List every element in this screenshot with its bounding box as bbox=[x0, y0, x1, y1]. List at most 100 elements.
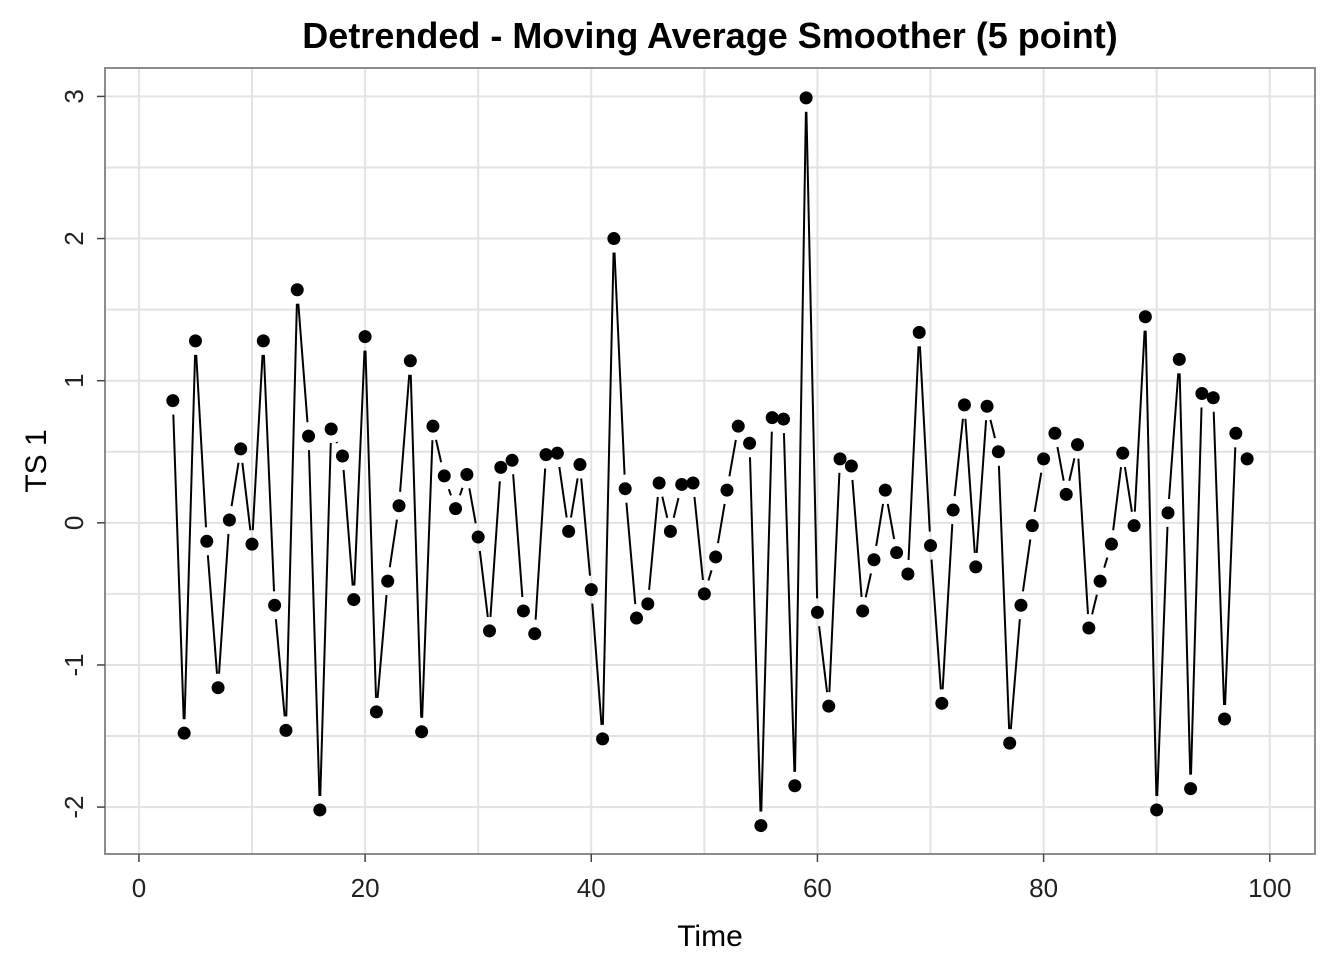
data-point bbox=[415, 725, 429, 739]
data-point bbox=[1014, 598, 1028, 612]
series-segment bbox=[601, 252, 615, 725]
grid-lines bbox=[105, 68, 1315, 854]
data-point bbox=[629, 611, 643, 625]
series-segment bbox=[1224, 447, 1237, 706]
data-point bbox=[1172, 352, 1186, 366]
x-tick-label-60: 60 bbox=[803, 873, 832, 903]
data-point bbox=[765, 411, 779, 425]
data-point bbox=[799, 91, 813, 105]
data-point bbox=[720, 483, 734, 497]
x-tick-label-100: 100 bbox=[1248, 873, 1291, 903]
data-point bbox=[471, 530, 485, 544]
series-segment bbox=[953, 418, 964, 497]
data-point bbox=[1093, 574, 1107, 588]
data-point bbox=[347, 593, 361, 607]
series-segment bbox=[591, 603, 603, 725]
data-point bbox=[833, 452, 847, 466]
series-segment bbox=[975, 420, 988, 553]
data-point bbox=[810, 605, 824, 619]
data-point bbox=[381, 574, 395, 588]
data-point bbox=[200, 534, 214, 548]
series-segment bbox=[534, 468, 547, 620]
y-axis: -2 -1 0 1 2 3 bbox=[59, 89, 105, 819]
data-point bbox=[856, 604, 870, 618]
series-segment bbox=[1112, 466, 1123, 531]
series-segment bbox=[1056, 446, 1065, 481]
data-point bbox=[1025, 519, 1039, 533]
y-tick-label--1: -1 bbox=[59, 653, 89, 676]
data-point bbox=[652, 476, 666, 490]
data-point bbox=[562, 524, 576, 538]
series-segment bbox=[172, 414, 185, 720]
series-segment bbox=[964, 418, 976, 553]
data-point bbox=[313, 803, 327, 817]
data-point bbox=[584, 583, 598, 597]
series-segment bbox=[1033, 472, 1043, 513]
data-point bbox=[912, 325, 926, 339]
series-segment bbox=[1144, 330, 1158, 796]
series-segment bbox=[997, 465, 1011, 730]
data-point bbox=[754, 819, 768, 833]
series-segment bbox=[364, 350, 377, 698]
data-point bbox=[211, 681, 225, 695]
data-point bbox=[1127, 519, 1141, 533]
series-segment bbox=[918, 346, 931, 532]
data-point bbox=[290, 283, 304, 297]
series-segment bbox=[1123, 466, 1133, 512]
series-segment bbox=[930, 559, 942, 690]
series-segment bbox=[1212, 411, 1226, 706]
data-point bbox=[403, 354, 417, 368]
y-axis-label: TS 1 bbox=[20, 429, 53, 492]
data-point bbox=[878, 483, 892, 497]
series-segment bbox=[388, 519, 398, 568]
data-point bbox=[1104, 537, 1118, 551]
series-segment bbox=[206, 555, 219, 674]
series-segment bbox=[782, 433, 796, 772]
data-point bbox=[1037, 452, 1051, 466]
series-segment bbox=[941, 523, 954, 690]
series-segment bbox=[558, 466, 568, 518]
series-segment bbox=[376, 594, 388, 699]
data-point bbox=[957, 398, 971, 412]
data-point bbox=[482, 624, 496, 638]
data-point bbox=[822, 699, 836, 713]
series-segment bbox=[421, 440, 434, 718]
series-segment bbox=[805, 111, 819, 599]
series-segment bbox=[672, 497, 680, 518]
data-point bbox=[1150, 803, 1164, 817]
data-point bbox=[505, 453, 519, 467]
series-segment bbox=[478, 550, 489, 618]
data-point bbox=[1071, 438, 1085, 452]
data-point bbox=[663, 524, 677, 538]
series-segment bbox=[399, 374, 411, 492]
x-tick-label-80: 80 bbox=[1029, 873, 1058, 903]
data-point bbox=[177, 726, 191, 740]
data-point bbox=[743, 436, 757, 450]
data-point bbox=[607, 232, 621, 246]
y-tick-label-1: 1 bbox=[59, 373, 89, 387]
series-segment bbox=[569, 478, 579, 518]
data-point bbox=[369, 705, 383, 719]
data-point bbox=[844, 459, 858, 473]
data-point bbox=[867, 553, 881, 567]
series-segment bbox=[230, 462, 240, 507]
data-point bbox=[980, 399, 994, 413]
series-segment bbox=[342, 469, 354, 586]
chart-title: Detrended - Moving Average Smoother (5 p… bbox=[302, 15, 1117, 56]
data-point bbox=[1240, 452, 1254, 466]
series-segment bbox=[262, 354, 276, 592]
data-point bbox=[890, 546, 904, 560]
y-tick-label-2: 2 bbox=[59, 231, 89, 245]
series-segment bbox=[661, 496, 669, 518]
series-segment bbox=[748, 457, 762, 812]
series-segment bbox=[818, 626, 829, 693]
data-point bbox=[709, 550, 723, 564]
data-point bbox=[234, 442, 248, 456]
data-point bbox=[256, 334, 270, 348]
data-point bbox=[426, 419, 440, 433]
series-segment bbox=[875, 503, 885, 547]
series-segment bbox=[989, 419, 996, 439]
series-segment bbox=[707, 570, 713, 581]
series-segment bbox=[218, 533, 230, 674]
data-point bbox=[449, 502, 463, 516]
